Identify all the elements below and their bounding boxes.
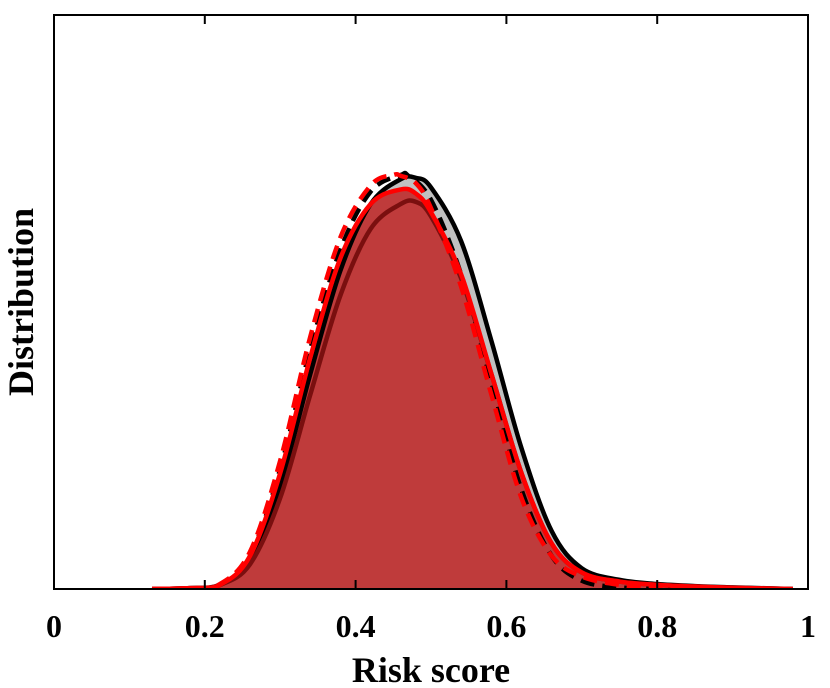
x-tick-label-0: 0 [46, 608, 62, 644]
x-axis-label: Risk score [352, 650, 510, 688]
axes-box [53, 14, 809, 590]
x-axis-ticks: 0 0.2 0.4 0.6 0.8 1 [46, 15, 816, 644]
x-tick-label-3: 0.6 [486, 608, 526, 644]
x-tick-label-2: 0.4 [336, 608, 376, 644]
y-axis-label: Distribution [1, 208, 41, 396]
density-fill-2 [152, 188, 793, 589]
x-tick-label-5: 1 [800, 608, 816, 644]
plot-area [151, 170, 793, 589]
x-tick-label-4: 0.8 [637, 608, 677, 644]
x-tick-label-1: 0.2 [185, 608, 225, 644]
density-line-5-dashed [151, 171, 733, 589]
